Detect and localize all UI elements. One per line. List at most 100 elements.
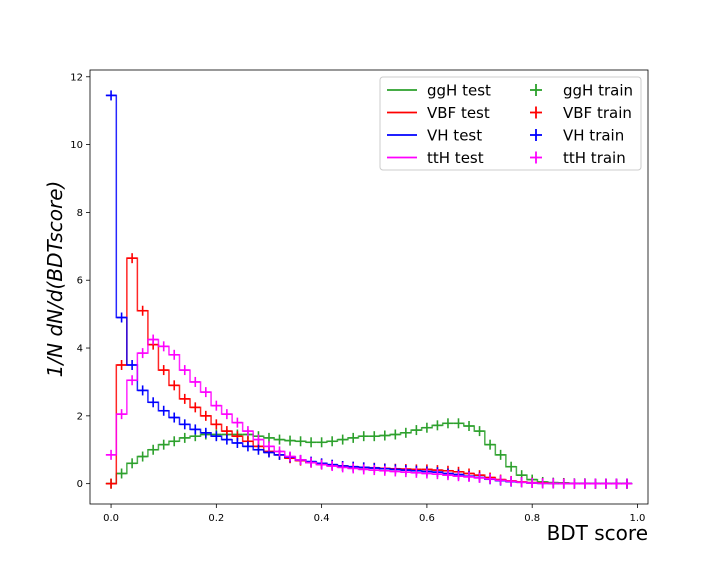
train-point-tth <box>464 471 475 482</box>
train-point-tth <box>537 478 548 489</box>
train-point-ggh <box>148 444 159 455</box>
train-point-tth <box>390 466 401 477</box>
train-point-tth <box>306 457 317 468</box>
train-point-tth <box>485 473 496 484</box>
y-tick-label: 4 <box>77 344 83 355</box>
train-point-ggh <box>137 451 148 462</box>
legend-marker-train-ggh <box>530 84 542 96</box>
train-point-ggh <box>474 426 485 437</box>
train-point-tth <box>274 446 285 457</box>
train-point-vh <box>179 419 190 430</box>
x-axis-label: BDT score <box>547 521 648 545</box>
train-point-vbf <box>137 305 148 316</box>
train-point-tth <box>453 471 464 482</box>
train-point-tth <box>621 478 632 489</box>
x-axis: 0.0 0.2 0.4 0.6 0.8 1.0 <box>103 504 645 524</box>
train-point-tth <box>127 375 138 386</box>
train-point-ggh <box>127 458 138 469</box>
train-point-ggh <box>358 431 369 442</box>
train-point-vh <box>232 437 243 448</box>
train-point-vh <box>221 434 232 445</box>
train-point-tth <box>158 341 169 352</box>
train-point-ggh <box>379 430 390 441</box>
train-point-vbf <box>179 393 190 404</box>
train-point-ggh <box>464 421 475 432</box>
train-point-vh <box>200 427 211 438</box>
train-point-vh <box>190 424 201 435</box>
y-tick-label: 0 <box>77 479 83 490</box>
train-point-vh <box>148 397 159 408</box>
train-point-vh <box>242 441 253 452</box>
train-point-tth <box>558 478 569 489</box>
x-tick-label: 0.2 <box>208 513 224 524</box>
train-point-tth <box>116 409 127 420</box>
train-point-ggh <box>348 432 359 443</box>
train-point-tth <box>527 477 538 488</box>
train-point-vbf <box>200 410 211 421</box>
train-point-ggh <box>179 432 190 443</box>
train-point-vbf <box>221 426 232 437</box>
legend-label-train-tth: ttH train <box>563 149 626 167</box>
train-point-tth <box>516 477 527 488</box>
train-point-tth <box>221 409 232 420</box>
legend-marker-train-vh <box>530 129 542 141</box>
train-point-tth <box>316 459 327 470</box>
legend-label-test-tth: ttH test <box>427 149 484 167</box>
train-point-tth <box>211 400 222 411</box>
train-point-tth <box>285 451 296 462</box>
x-tick-label: 0.4 <box>314 513 330 524</box>
train-point-ggh <box>485 439 496 450</box>
y-axis-label: 1/N dN/d(BDTscore) <box>43 181 67 378</box>
train-point-vbf <box>116 359 127 370</box>
train-point-ggh <box>263 432 274 443</box>
train-point-vh <box>169 412 180 423</box>
train-point-ggh <box>169 436 180 447</box>
train-point-ggh <box>158 439 169 450</box>
y-tick-label: 10 <box>70 140 83 151</box>
legend-label-test-vbf: VBF test <box>427 104 490 122</box>
train-point-tth <box>253 434 264 445</box>
train-point-vh <box>158 405 169 416</box>
legend-label-test-vh: VH test <box>427 127 482 145</box>
train-point-tth <box>579 478 590 489</box>
train-point-ggh <box>421 422 432 433</box>
legend-label-train-vh: VH train <box>563 127 624 145</box>
train-point-vbf <box>158 365 169 376</box>
train-point-tth <box>106 449 117 460</box>
y-tick-label: 8 <box>77 208 83 219</box>
legend-box <box>379 76 642 171</box>
y-tick-label: 6 <box>77 276 83 287</box>
train-point-ggh <box>390 429 401 440</box>
train-point-ggh <box>506 461 517 472</box>
train-point-ggh <box>495 449 506 460</box>
train-point-tth <box>369 465 380 476</box>
train-point-ggh <box>400 427 411 438</box>
y-tick-label: 12 <box>70 72 83 83</box>
train-point-tth <box>611 478 622 489</box>
train-point-tth <box>148 334 159 345</box>
train-point-tth <box>190 376 201 387</box>
x-tick-label: 0.8 <box>524 513 540 524</box>
legend-marker-train-tth <box>530 151 542 164</box>
train-point-vh <box>253 444 264 455</box>
train-point-tth <box>421 468 432 479</box>
train-point-vh <box>211 431 222 442</box>
train-point-vh <box>116 312 127 323</box>
train-point-tth <box>232 417 243 428</box>
train-point-tth <box>242 426 253 437</box>
train-point-tth <box>358 464 369 475</box>
train-point-vh <box>106 90 117 101</box>
y-tick-label: 2 <box>77 411 83 422</box>
train-point-tth <box>137 348 148 359</box>
legend: ggH test ggH train VBF test VBF train VH tes… <box>379 76 642 171</box>
legend-marker-train-vbf <box>530 106 542 119</box>
train-point-ggh <box>453 418 464 429</box>
x-tick-label: 0.0 <box>103 513 119 524</box>
train-point-tth <box>590 478 601 489</box>
plot-area <box>105 90 633 489</box>
x-tick-label: 1.0 <box>630 513 646 524</box>
train-point-vbf <box>127 253 138 264</box>
train-point-ggh <box>306 437 317 448</box>
train-point-ggh <box>411 425 422 436</box>
train-point-tth <box>379 465 390 476</box>
